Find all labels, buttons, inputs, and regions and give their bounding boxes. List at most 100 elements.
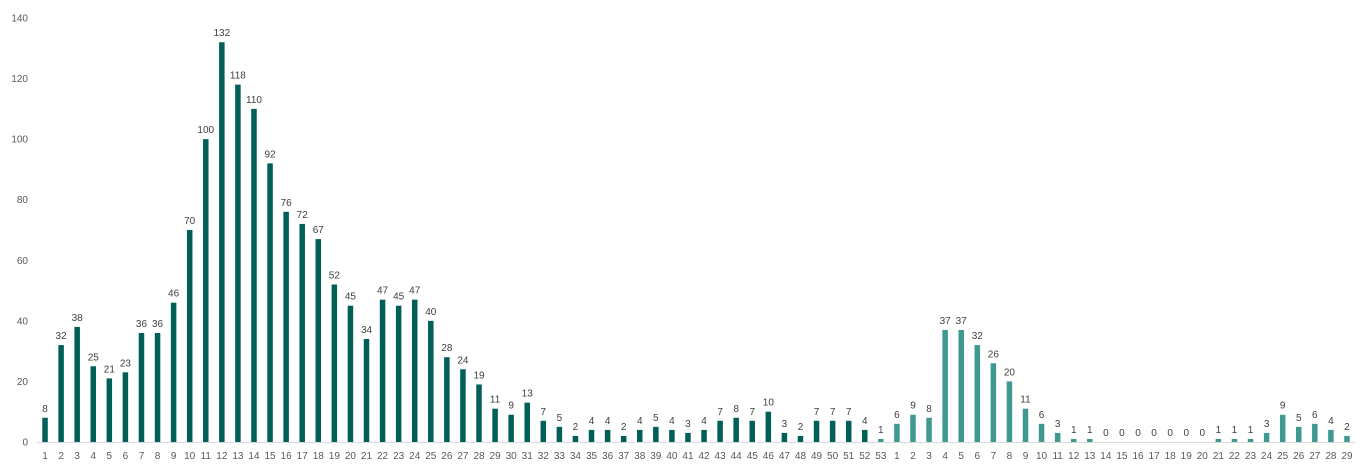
data-label: 32 xyxy=(56,331,68,342)
x-tick-label: 2 xyxy=(910,451,916,462)
data-label: 110 xyxy=(246,95,262,106)
x-tick-label: 21 xyxy=(361,451,373,462)
data-label: 1 xyxy=(878,425,884,436)
data-label: 0 xyxy=(1151,428,1157,439)
x-tick-label: 22 xyxy=(377,451,389,462)
x-tick-label: 33 xyxy=(554,451,566,462)
bar xyxy=(42,417,48,442)
data-label: 0 xyxy=(1167,428,1173,439)
x-tick-label: 24 xyxy=(1261,451,1273,462)
x-tick-label: 20 xyxy=(345,451,357,462)
data-label: 6 xyxy=(894,410,900,421)
data-label: 76 xyxy=(281,198,293,209)
data-label: 9 xyxy=(910,401,916,412)
data-label: 132 xyxy=(213,28,230,39)
bar xyxy=(395,305,402,442)
data-label: 0 xyxy=(1103,428,1109,439)
data-label: 3 xyxy=(685,419,691,430)
data-label: 40 xyxy=(425,307,437,318)
x-tick-label: 27 xyxy=(457,451,469,462)
x-tick-label: 14 xyxy=(248,451,260,462)
bars xyxy=(42,42,1350,443)
bar xyxy=(1263,432,1270,442)
data-label: 47 xyxy=(377,286,389,297)
x-tick-label: 3 xyxy=(74,451,80,462)
x-tick-label: 1 xyxy=(42,451,48,462)
y-tick-label: 40 xyxy=(17,316,29,327)
bar xyxy=(251,108,257,443)
bar xyxy=(910,414,916,442)
x-tick-label: 28 xyxy=(1325,451,1337,462)
x-tick-label: 23 xyxy=(1245,451,1257,462)
data-label: 8 xyxy=(733,404,739,415)
x-tick-label: 11 xyxy=(1052,451,1063,462)
bar xyxy=(974,345,981,442)
data-label: 1 xyxy=(1232,425,1238,436)
x-tick-label: 49 xyxy=(811,451,823,462)
bar xyxy=(894,423,900,442)
x-tick-label: 19 xyxy=(329,451,341,462)
x-tick-label: 31 xyxy=(522,451,534,462)
bar xyxy=(1247,438,1254,442)
bar xyxy=(540,420,547,442)
data-label: 1 xyxy=(1248,425,1254,436)
data-label: 7 xyxy=(846,407,852,418)
x-tick-label: 4 xyxy=(942,451,948,462)
x-tick-label: 10 xyxy=(184,451,196,462)
y-tick-label: 0 xyxy=(22,438,28,449)
bar xyxy=(58,345,64,442)
bar xyxy=(428,320,434,442)
x-tick-label: 13 xyxy=(232,451,244,462)
bar xyxy=(186,230,193,442)
data-label: 9 xyxy=(1280,401,1286,412)
x-tick-label: 12 xyxy=(1068,451,1080,462)
data-label: 0 xyxy=(1119,428,1125,439)
x-tick-label: 30 xyxy=(506,451,518,462)
x-tick-label: 34 xyxy=(570,451,582,462)
x-tick-label: 29 xyxy=(1341,451,1353,462)
bar xyxy=(1038,423,1045,442)
bar xyxy=(669,429,675,442)
bar xyxy=(862,429,868,442)
x-tick-label: 40 xyxy=(666,451,678,462)
data-label: 118 xyxy=(230,71,246,82)
bar xyxy=(476,384,482,442)
bar xyxy=(1279,414,1286,442)
bar xyxy=(878,438,884,442)
data-label: 28 xyxy=(441,343,453,354)
bar xyxy=(170,302,177,442)
x-tick-label: 29 xyxy=(490,451,502,462)
data-label: 2 xyxy=(621,422,627,433)
x-tick-label: 53 xyxy=(875,451,887,462)
bar xyxy=(765,411,772,442)
data-label: 92 xyxy=(264,149,276,160)
x-tick-label: 17 xyxy=(1149,451,1161,462)
data-label: 1 xyxy=(1087,425,1093,436)
x-tick-label: 43 xyxy=(715,451,727,462)
bar xyxy=(267,163,273,442)
x-tick-label: 16 xyxy=(1132,451,1144,462)
bar xyxy=(122,372,129,442)
x-tick-label: 7 xyxy=(991,451,997,462)
x-tick-label: 26 xyxy=(441,451,453,462)
x-tick-label: 37 xyxy=(618,451,630,462)
data-label: 6 xyxy=(1039,410,1045,421)
data-label: 3 xyxy=(1264,419,1270,430)
data-label: 4 xyxy=(862,416,868,427)
x-tick-label: 4 xyxy=(90,451,96,462)
data-label: 52 xyxy=(329,271,341,282)
data-label: 2 xyxy=(1344,422,1350,433)
x-tick-label: 15 xyxy=(264,451,276,462)
data-label: 37 xyxy=(956,316,968,327)
data-label: 10 xyxy=(763,398,775,409)
data-label: 13 xyxy=(522,389,534,400)
x-tick-label: 46 xyxy=(763,451,775,462)
y-tick-label: 20 xyxy=(17,377,29,388)
x-tick-label: 12 xyxy=(216,451,228,462)
data-label: 7 xyxy=(830,407,836,418)
bar xyxy=(749,420,756,442)
data-label: 7 xyxy=(749,407,755,418)
data-label: 9 xyxy=(508,401,514,412)
y-axis-ticks: 0 20 40 60 80 100 120 140 xyxy=(11,14,28,449)
